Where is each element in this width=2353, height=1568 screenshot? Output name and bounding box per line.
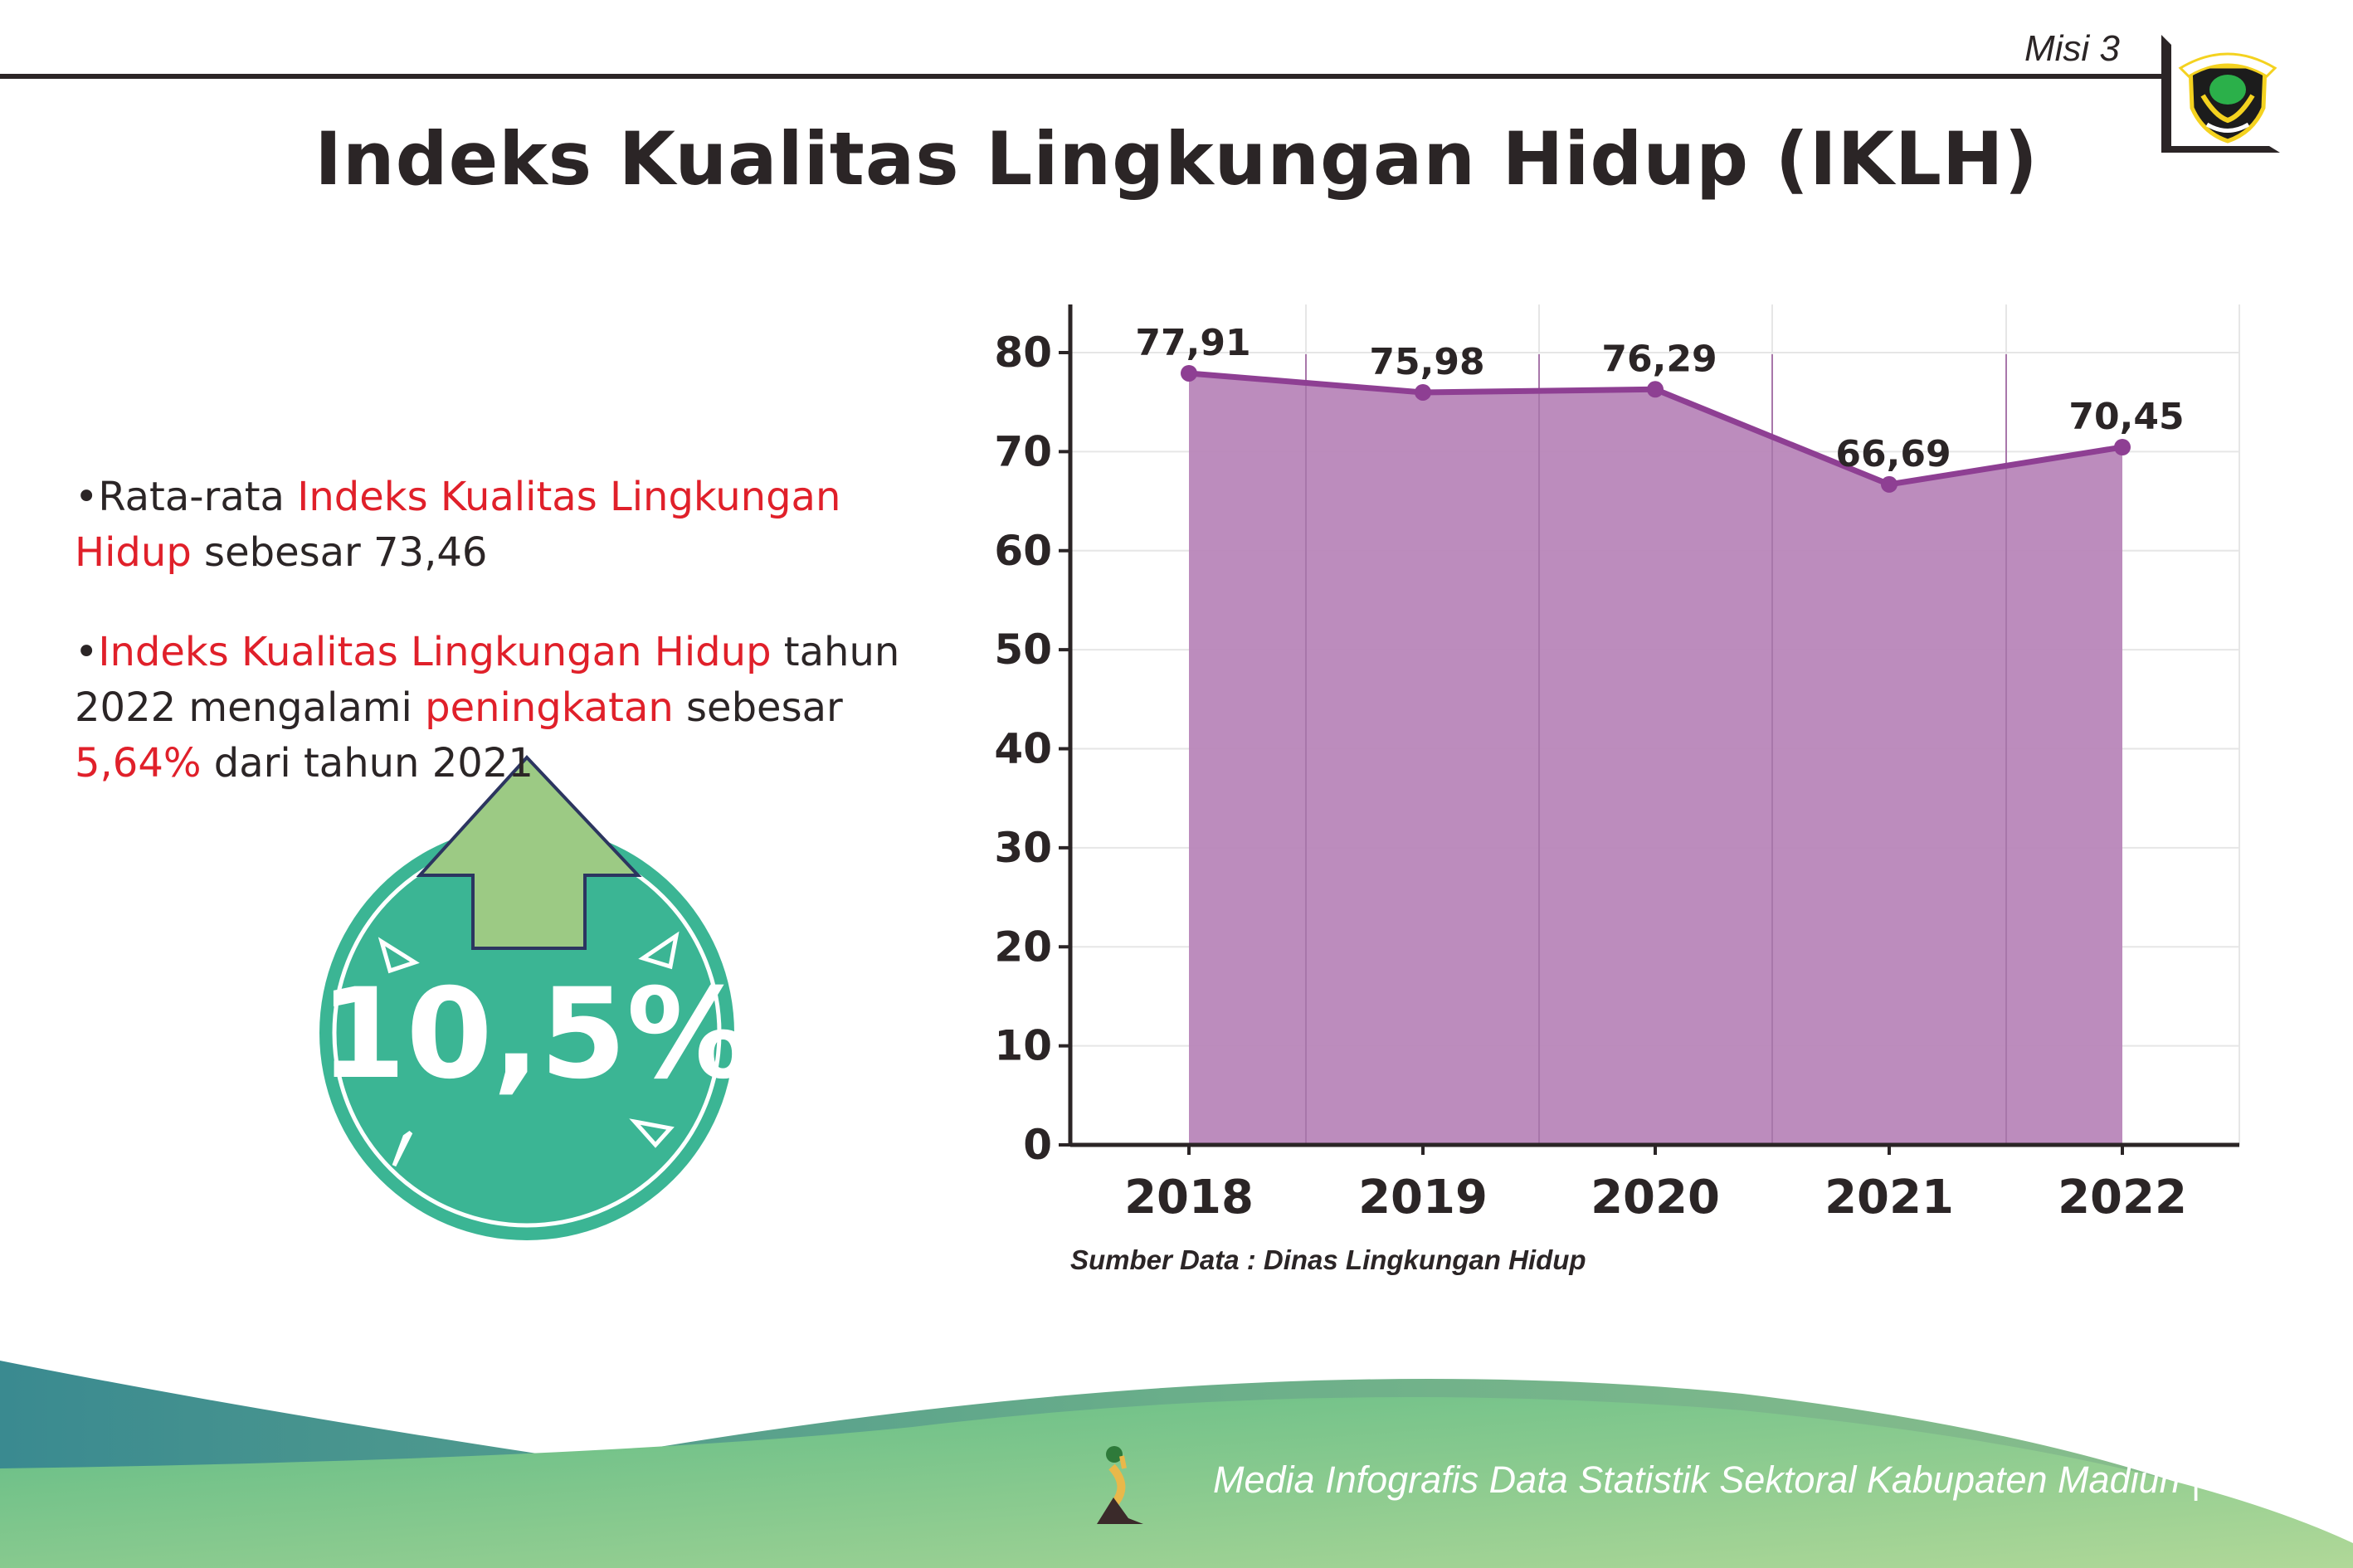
- y-tick-label: 30: [994, 824, 1052, 872]
- y-tick-label: 0: [1023, 1121, 1052, 1169]
- arrow-up-icon: [416, 755, 642, 950]
- data-label: 75,98: [1369, 341, 1484, 383]
- y-tick-label: 80: [994, 329, 1052, 377]
- data-point: [1881, 475, 1898, 493]
- y-tick-label: 40: [994, 725, 1052, 773]
- data-point: [1647, 381, 1664, 398]
- bullet-text: tahun 2022 mengalami: [75, 629, 900, 731]
- bullet-text: sebesar: [673, 684, 843, 731]
- x-tick-label: 2021: [1824, 1171, 1954, 1225]
- data-point: [1415, 383, 1431, 401]
- footer-text: Media Infografis Data Statistik Sektoral…: [1213, 1458, 2200, 1501]
- y-tick-label: 20: [994, 923, 1052, 971]
- bullet-increase: •Indeks Kualitas Lingkungan Hidup tahun …: [75, 625, 921, 791]
- bullet-text: •: [75, 629, 99, 675]
- y-tick-label: 70: [994, 427, 1052, 475]
- y-tick-label: 10: [994, 1022, 1052, 1070]
- bullet-average: •Rata-rata Indeks Kualitas Lingkungan Hi…: [75, 470, 921, 581]
- footer-figure-icon: [1097, 1446, 1143, 1524]
- area-fill: [1189, 373, 2122, 1146]
- highlight-text: Indeks Kualitas Lingkungan Hidup: [98, 629, 772, 675]
- mission-label: Misi 3: [2024, 28, 2120, 69]
- y-tick-label: 60: [994, 527, 1052, 575]
- header-divider: [0, 74, 2164, 79]
- data-point: [2114, 439, 2131, 456]
- page-title: Indeks Kualitas Lingkungan Hidup (IKLH): [314, 116, 2039, 202]
- bullet-text: •Rata-rata: [75, 474, 298, 520]
- footer-wave-light: [0, 1397, 2353, 1568]
- y-tick-label: 50: [994, 626, 1052, 674]
- x-tick-label: 2022: [2058, 1171, 2187, 1225]
- growth-badge: [319, 755, 734, 1240]
- data-label: 66,69: [1835, 433, 1951, 475]
- data-point: [1181, 364, 1197, 382]
- data-label: 70,45: [2068, 396, 2184, 438]
- bullet-text: dari tahun 2021: [201, 740, 533, 786]
- source-note: Sumber Data : Dinas Lingkungan Hidup: [1070, 1244, 1586, 1275]
- bullet-text: sebesar 73,46: [191, 529, 488, 576]
- data-label: 76,29: [1601, 338, 1717, 380]
- iklh-area-chart: 0 10 20 30 40 50 60 70 80 77,91 2018 75,98 2019 76,29…: [994, 304, 2240, 1225]
- x-tick-label: 2020: [1591, 1171, 1720, 1225]
- highlight-text: peningkatan: [425, 684, 674, 731]
- highlight-text: 5,64%: [75, 740, 202, 786]
- kabupaten-madiun-logo: [2178, 52, 2277, 144]
- x-tick-label: 2019: [1358, 1171, 1488, 1225]
- data-label: 77,91: [1135, 322, 1250, 364]
- highlight-text: Indeks Kualitas Lingkungan Hidup: [75, 474, 841, 576]
- badge-value: 10,5%: [319, 962, 752, 1107]
- x-tick-label: 2018: [1124, 1171, 1254, 1225]
